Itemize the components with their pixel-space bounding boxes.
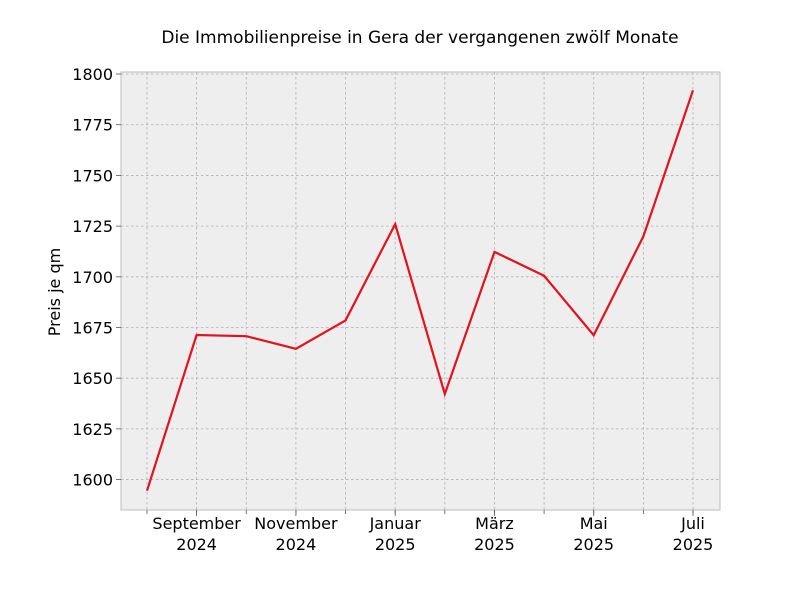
y-tick-label: 1800 bbox=[72, 65, 113, 84]
x-tick-label: November bbox=[254, 514, 338, 533]
x-tick-label: Januar bbox=[369, 514, 422, 533]
y-tick-label: 1700 bbox=[72, 268, 113, 287]
chart-title: Die Immobilienpreise in Gera der vergang… bbox=[161, 28, 678, 48]
grid bbox=[121, 72, 720, 510]
x-tick-label-year: 2025 bbox=[375, 535, 416, 554]
y-tick-label: 1600 bbox=[72, 471, 113, 490]
x-tick-label-year: 2025 bbox=[673, 535, 714, 554]
series-layer bbox=[145, 89, 695, 492]
series-line bbox=[145, 89, 695, 492]
x-tick-label-year: 2024 bbox=[276, 535, 317, 554]
y-axis-label: Preis je qm bbox=[45, 248, 64, 336]
x-tick-label: September bbox=[152, 514, 241, 533]
y-tick-label: 1750 bbox=[72, 166, 113, 185]
x-tick-label-year: 2024 bbox=[176, 535, 217, 554]
x-axis: September 2024 November 2024 Januar 2025 März 2… bbox=[146, 510, 714, 554]
y-tick-label: 1725 bbox=[72, 217, 113, 236]
y-tick-label: 1775 bbox=[72, 116, 113, 135]
x-tick-label-year: 2025 bbox=[573, 535, 614, 554]
x-tick-label-year: 2025 bbox=[474, 535, 515, 554]
y-tick-label: 1650 bbox=[72, 369, 113, 388]
y-axis: 1600 1625 1650 1675 1700 1725 1750 1775 1800 bbox=[72, 65, 121, 490]
x-tick-label: Juli bbox=[680, 514, 705, 533]
plot-frame bbox=[120, 71, 721, 511]
x-tick-label: März bbox=[475, 514, 514, 533]
y-tick-label: 1625 bbox=[72, 420, 113, 439]
x-tick-label: Mai bbox=[580, 514, 608, 533]
y-tick-label: 1675 bbox=[72, 319, 113, 338]
plot-area bbox=[121, 72, 720, 510]
